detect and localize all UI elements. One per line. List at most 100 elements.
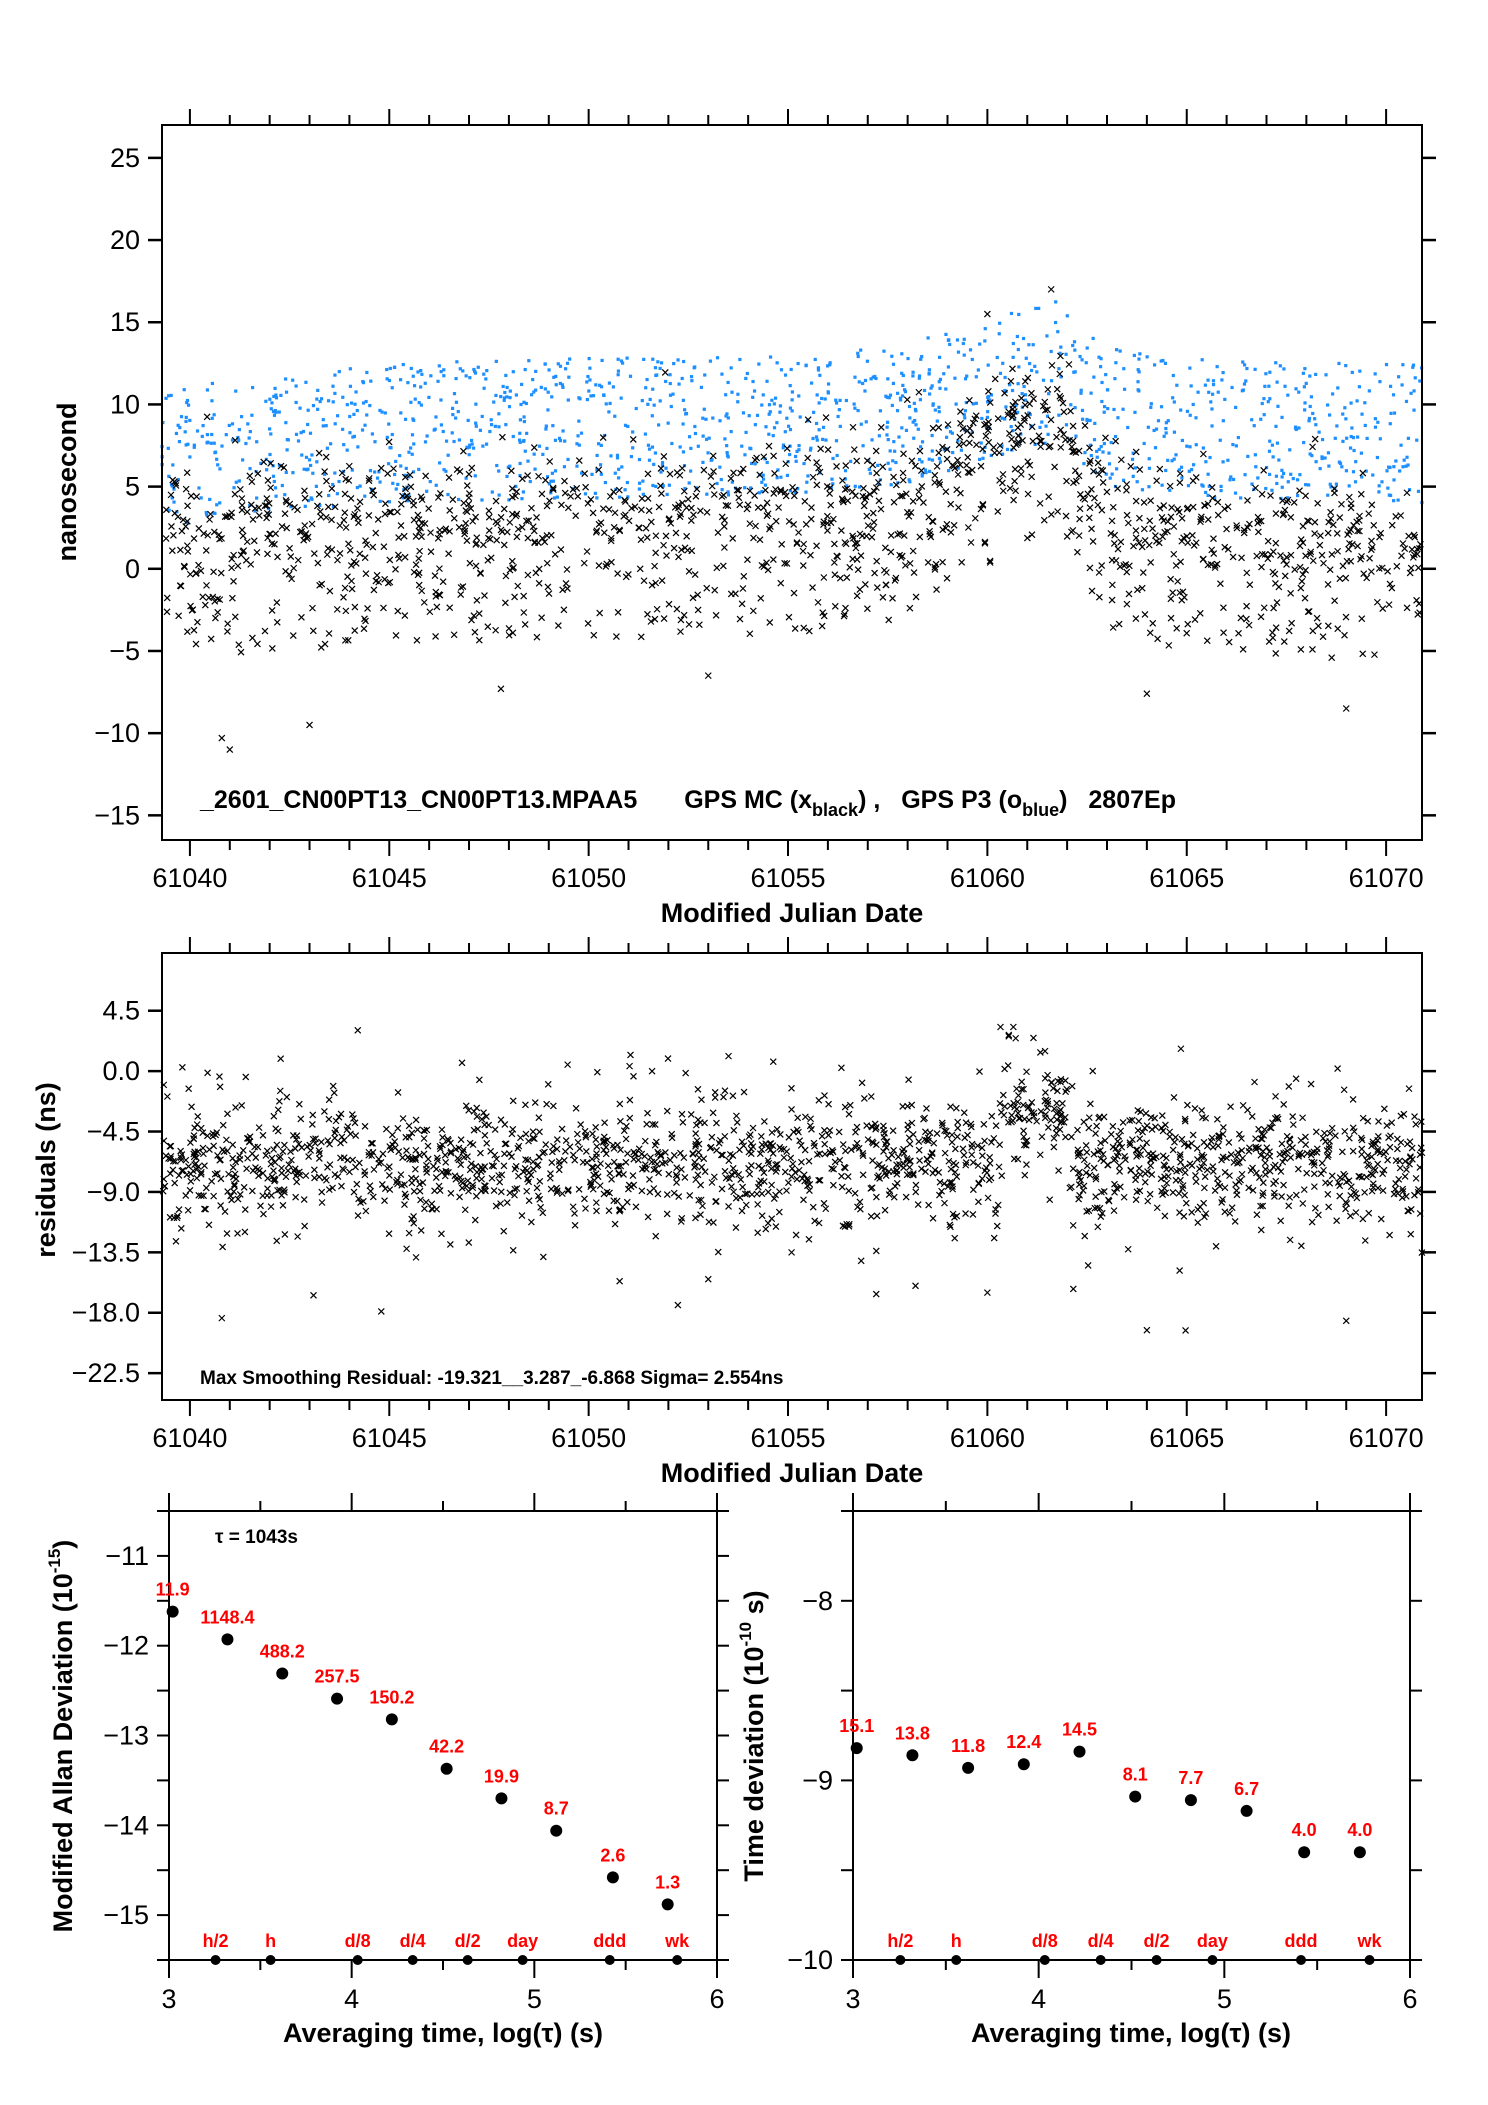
- gps-p3-point: [607, 381, 612, 385]
- gps-p3-point: [1190, 468, 1194, 472]
- gps-p3-point: [595, 468, 599, 472]
- gps-mc-point: [1367, 568, 1375, 576]
- gps-mc-point: [898, 492, 906, 500]
- residual-point: [923, 1104, 930, 1112]
- gps-mc-point: [1063, 477, 1070, 485]
- residual-point: [1014, 1155, 1022, 1163]
- gps-p3-point: [345, 403, 349, 407]
- residual-point: [197, 1168, 205, 1176]
- gps-mc-point: [542, 476, 549, 484]
- gps-mc-point: [301, 494, 309, 502]
- residual-point: [1313, 1145, 1321, 1153]
- gps-mc-point: [909, 547, 917, 555]
- gps-mc-point: [231, 613, 239, 621]
- gps-p3-point: [264, 399, 268, 403]
- gps-mc-point: [1009, 401, 1017, 409]
- residual-point: [945, 1157, 953, 1165]
- gps-p3-point: [918, 445, 923, 449]
- gps-mc-point: [1170, 523, 1178, 530]
- gps-mc-point: [1053, 433, 1060, 441]
- residual-point: [1203, 1166, 1211, 1174]
- gps-mc-point: [557, 546, 565, 553]
- residual-point: [1000, 1111, 1008, 1119]
- gps-mc-point: [957, 419, 964, 427]
- residual-point: [1280, 1101, 1288, 1108]
- gps-mc-point: [1287, 551, 1295, 559]
- gps-p3-point: [518, 440, 522, 444]
- deviation-point-label: 11.9: [156, 1580, 190, 1600]
- residual-point: [968, 1140, 976, 1148]
- gps-p3-point: [789, 367, 793, 372]
- residual-point: [1225, 1139, 1233, 1146]
- residual-point: [535, 1114, 543, 1122]
- gps-p3-point: [768, 355, 773, 359]
- gps-mc-point: [313, 502, 321, 510]
- residual-point: [1278, 1193, 1286, 1200]
- gps-mc-point: [468, 464, 476, 472]
- gps-p3-point: [1386, 486, 1390, 490]
- residual-point: [985, 1176, 993, 1184]
- gps-mc-point: [1059, 399, 1067, 407]
- gps-p3-point: [620, 361, 625, 365]
- gps-p3-point: [723, 437, 727, 441]
- residual-point: [1041, 1114, 1049, 1122]
- gps-p3-point: [767, 432, 771, 436]
- residual-point: [709, 1109, 717, 1117]
- gps-p3-point: [269, 407, 273, 411]
- gps-mc-point: [469, 517, 477, 525]
- gps-p3-point: [900, 371, 904, 375]
- gps-mc-point: [1094, 459, 1102, 467]
- gps-p3-point: [230, 422, 235, 426]
- gps-mc-point: [872, 484, 880, 492]
- gps-mc-point: [996, 442, 1004, 450]
- gps-p3-point: [1337, 361, 1341, 366]
- gps-mc-point: [1334, 625, 1342, 633]
- gps-mc-point: [635, 524, 643, 532]
- gps-p3-point: [218, 467, 222, 471]
- gps-p3-point: [930, 449, 934, 453]
- gps-mc-point: [870, 487, 878, 495]
- gps-p3-point: [637, 457, 642, 462]
- gps-mc-point: [1299, 571, 1307, 578]
- y-tick-label: 15: [110, 307, 140, 337]
- gps-mc-point: [1089, 538, 1097, 545]
- residual-point: [582, 1205, 589, 1212]
- gps-p3-point: [355, 485, 359, 490]
- gps-p3-point: [212, 413, 216, 417]
- residual-point: [1169, 1188, 1177, 1196]
- gps-p3-point: [1310, 453, 1314, 458]
- residual-point: [641, 1137, 649, 1145]
- gps-mc-point: [211, 597, 219, 605]
- gps-p3-point: [814, 421, 819, 426]
- gps-p3-point: [272, 413, 277, 417]
- gps-p3-point: [1171, 373, 1175, 378]
- gps-mc-point: [436, 490, 444, 497]
- residual-point: [294, 1233, 302, 1240]
- gps-mc-point: [710, 491, 718, 498]
- gps-mc-point: [543, 559, 551, 567]
- gps-mc-point: [350, 513, 358, 521]
- residual-point: [1188, 1208, 1196, 1216]
- gps-p3-point: [897, 435, 901, 439]
- residual-point: [1069, 1221, 1077, 1229]
- gps-p3-point: [1266, 400, 1270, 404]
- x-tick-label: 3: [845, 1984, 860, 2014]
- time-marker-label: day: [1197, 1931, 1228, 1951]
- time-marker-label: wk: [1357, 1931, 1383, 1951]
- gps-mc-point: [528, 504, 535, 512]
- gps-mc-point: [1109, 503, 1117, 511]
- gps-p3-point: [835, 453, 839, 458]
- gps-mc-point: [203, 581, 210, 589]
- gps-mc-point: [1081, 495, 1089, 503]
- gps-p3-point: [787, 424, 791, 428]
- gps-p3-point: [926, 336, 930, 340]
- gps-mc-point: [523, 517, 530, 525]
- gps-mc-point: [431, 572, 439, 580]
- gps-p3-point: [210, 432, 214, 437]
- gps-p3-point: [652, 462, 656, 466]
- gps-mc-point: [607, 534, 615, 542]
- gps-mc-point: [492, 626, 500, 634]
- gps-p3-point: [1294, 387, 1298, 391]
- residual-point: [416, 1187, 424, 1195]
- gps-p3-point: [520, 382, 524, 386]
